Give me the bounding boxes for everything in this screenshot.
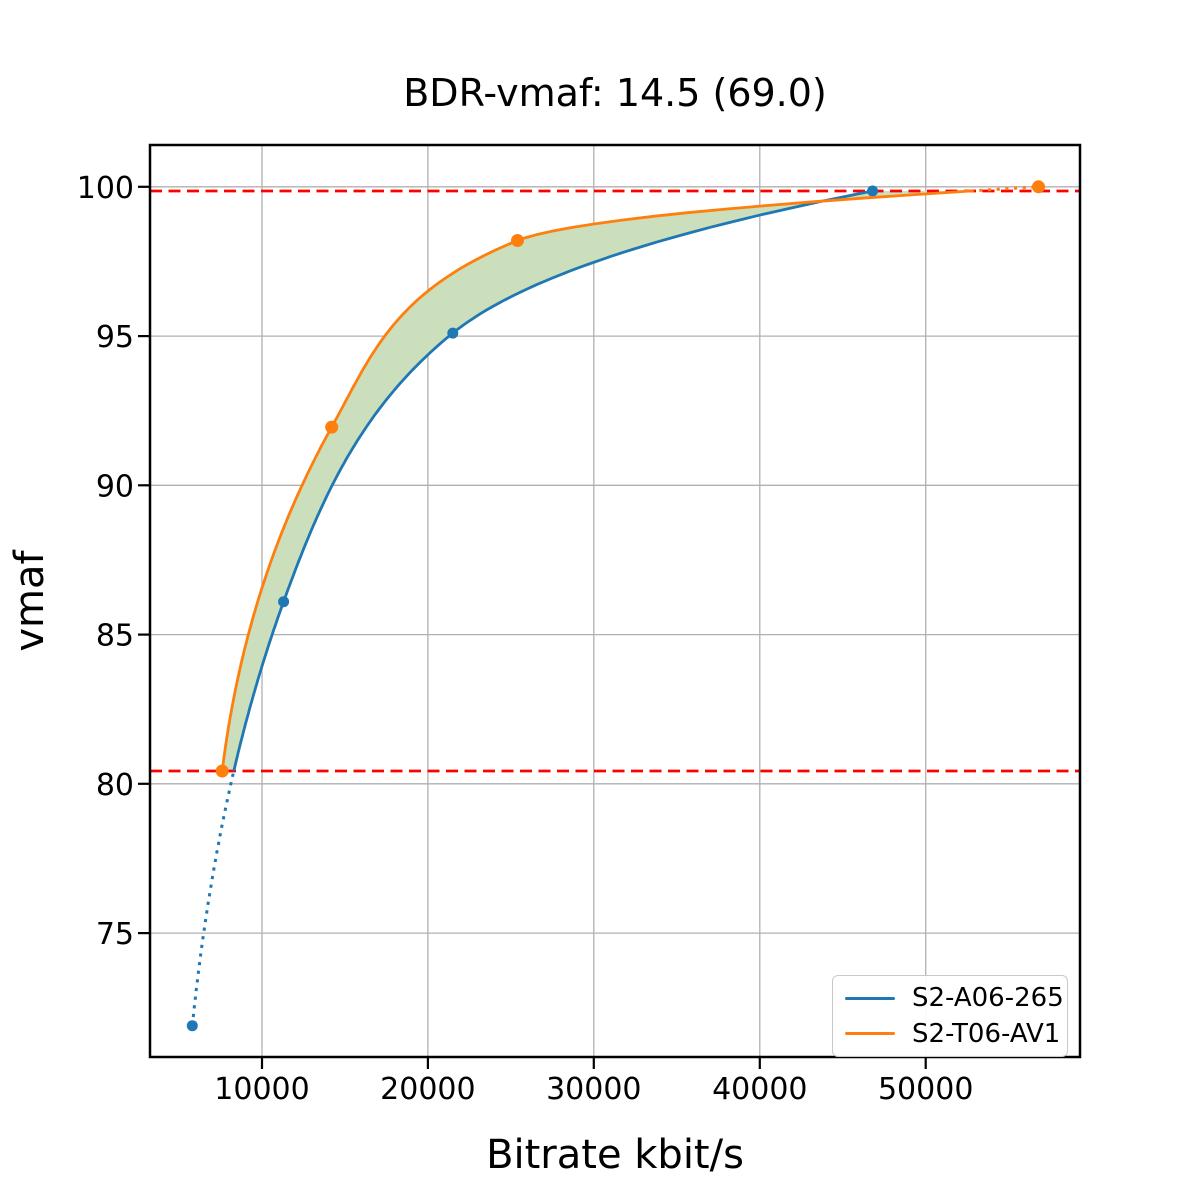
legend-label-s2-a06-265: S2-A06-265 [912, 983, 1064, 1014]
x-tick-label: 10000 [214, 1072, 309, 1107]
data-point-s2-t06-av1 [215, 764, 229, 778]
chart-title: BDR-vmaf: 14.5 (69.0) [403, 71, 827, 115]
bd-area-fill [222, 191, 971, 771]
y-tick-label: 90 [96, 469, 134, 504]
x-axis-label: Bitrate kbit/s [486, 1132, 744, 1178]
data-point-s2-t06-av1 [325, 420, 339, 434]
legend-label-s2-t06-av1: S2-T06-AV1 [912, 1018, 1061, 1049]
y-tick-label: 75 [96, 917, 134, 952]
plot-border [148, 143, 1082, 1059]
y-tick-label: 80 [96, 768, 134, 803]
data-point-s2-a06-265 [867, 185, 879, 197]
curve-s2-a06-265-dotted-low [190, 770, 236, 1026]
curve-s2-t06-av1-dotted-high [970, 185, 1039, 193]
data-point-s2-t06-av1 [1032, 180, 1045, 194]
data-point-s2-a06-265 [186, 1020, 198, 1032]
y-tick-label: 95 [96, 320, 134, 355]
legend: S2-A06-265 S2-T06-AV1 [832, 975, 1068, 1057]
legend-line-sample-orange [845, 1031, 895, 1036]
legend-line-sample-blue [845, 996, 895, 1001]
y-tick-label: 100 [77, 171, 134, 206]
x-tick-label: 20000 [380, 1072, 475, 1107]
legend-item-s2-a06-265: S2-A06-265 [845, 985, 1067, 1011]
curve-s2-a06-265-solid [232, 189, 873, 772]
data-point-s2-t06-av1 [511, 234, 524, 247]
curve-s2-t06-av1-solid [220, 189, 971, 772]
x-tick-label: 30000 [546, 1072, 641, 1107]
x-tick-label: 50000 [878, 1072, 973, 1107]
data-point-s2-a06-265 [278, 596, 290, 608]
legend-item-s2-t06-av1: S2-T06-AV1 [845, 1021, 1067, 1047]
x-tick-label: 40000 [712, 1072, 807, 1107]
y-tick-label: 85 [96, 619, 134, 654]
data-point-s2-a06-265 [447, 327, 459, 339]
